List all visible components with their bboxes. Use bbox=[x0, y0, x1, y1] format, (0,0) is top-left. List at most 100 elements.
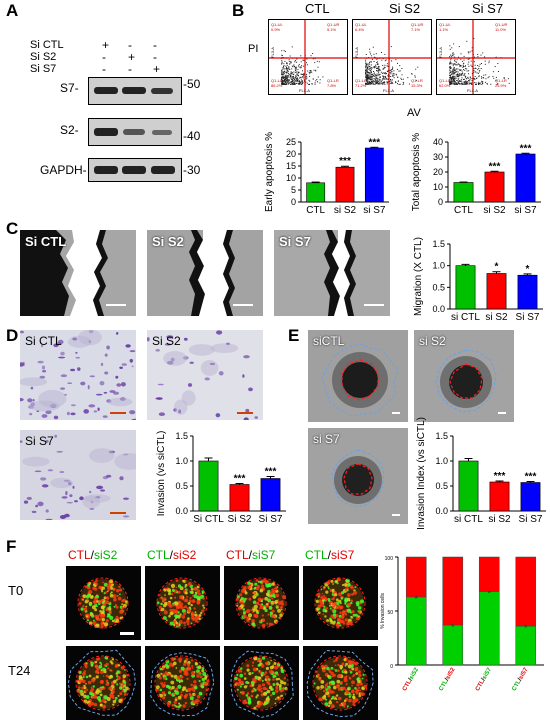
cell bbox=[105, 596, 110, 600]
bar bbox=[486, 273, 507, 310]
cell bbox=[156, 685, 160, 689]
stained-cell bbox=[123, 497, 129, 500]
cell bbox=[357, 615, 360, 618]
spheroid-image-si-s2: si S2 bbox=[414, 330, 514, 422]
cell bbox=[248, 672, 252, 676]
cell bbox=[165, 664, 170, 669]
cell bbox=[177, 584, 182, 588]
cell bbox=[331, 680, 336, 685]
cell bbox=[194, 613, 198, 617]
facs-y-axis: FL3-A bbox=[269, 47, 275, 58]
cell bbox=[337, 617, 342, 622]
cell bbox=[163, 616, 167, 620]
cell bbox=[345, 690, 350, 695]
cell bbox=[156, 673, 161, 678]
membrane-pore-area bbox=[38, 389, 67, 408]
stained-cell bbox=[65, 491, 68, 496]
x-tick-label: si CTL bbox=[454, 514, 483, 525]
cell bbox=[110, 587, 114, 590]
flow-cytometry-plot: Q1-UL 1.1% Q1-UR 11.0% Q1-LL 62.0% Q1-LR 25.9% F… bbox=[436, 19, 516, 95]
cell bbox=[264, 608, 268, 613]
cell bbox=[272, 683, 276, 686]
cell bbox=[196, 695, 201, 699]
cell bbox=[200, 693, 203, 696]
cell bbox=[279, 613, 283, 617]
cell bbox=[173, 661, 177, 666]
cell bbox=[107, 667, 110, 670]
cell bbox=[261, 623, 266, 628]
cell bbox=[95, 670, 99, 674]
cell bbox=[255, 704, 258, 708]
cell bbox=[343, 699, 347, 703]
cell bbox=[160, 607, 165, 612]
cell bbox=[326, 580, 331, 585]
cell bbox=[186, 663, 191, 667]
stained-cell bbox=[80, 381, 86, 386]
cell bbox=[159, 667, 163, 671]
cell bbox=[239, 593, 243, 597]
cell bbox=[348, 698, 352, 703]
quadrant-value: 86.2% bbox=[271, 83, 283, 88]
blot-label-s2: S2- bbox=[60, 123, 79, 137]
cell bbox=[174, 618, 176, 621]
cell bbox=[177, 684, 182, 689]
bar bbox=[489, 481, 510, 512]
cell bbox=[276, 682, 279, 685]
cell bbox=[276, 586, 279, 588]
cell bbox=[103, 670, 107, 674]
cell bbox=[178, 669, 182, 673]
cell bbox=[96, 657, 99, 661]
cell bbox=[270, 659, 272, 662]
y-tick-label: 100 bbox=[385, 556, 394, 562]
cell bbox=[243, 677, 247, 680]
cell bbox=[254, 614, 259, 619]
cell bbox=[327, 704, 331, 708]
cell bbox=[348, 695, 351, 698]
cell bbox=[193, 586, 198, 591]
cell bbox=[260, 687, 263, 690]
cell bbox=[236, 602, 239, 605]
stained-cell bbox=[131, 418, 136, 420]
cell bbox=[333, 660, 336, 663]
cell bbox=[193, 607, 196, 610]
stained-cell bbox=[41, 344, 44, 348]
cell bbox=[337, 604, 341, 609]
cell bbox=[352, 689, 355, 692]
cell bbox=[252, 667, 257, 672]
cell bbox=[259, 580, 263, 584]
cell bbox=[279, 689, 283, 693]
scale-bar bbox=[110, 512, 126, 514]
cell bbox=[161, 684, 166, 688]
cell bbox=[112, 688, 116, 691]
sign: - bbox=[102, 62, 106, 76]
cell bbox=[361, 677, 364, 680]
cell bbox=[274, 702, 277, 705]
flow-cytometry-plot: Q1-UL 6.4% Q1-UR 7.1% Q1-LL 71.2% Q1-LR 15.3% FL… bbox=[352, 19, 432, 95]
significance-marker: * bbox=[495, 262, 499, 273]
panel-label-e: E bbox=[288, 326, 300, 345]
cell bbox=[345, 675, 348, 678]
cell bbox=[182, 579, 185, 582]
cell bbox=[98, 698, 102, 702]
stained-cell bbox=[30, 386, 34, 390]
sign: + bbox=[128, 50, 136, 64]
cell bbox=[89, 603, 92, 607]
cell bbox=[270, 591, 273, 594]
cell bbox=[183, 621, 186, 625]
cell bbox=[189, 693, 192, 697]
cell bbox=[347, 602, 351, 607]
cell bbox=[119, 593, 121, 596]
cell bbox=[85, 675, 89, 679]
cell bbox=[194, 693, 197, 696]
cell bbox=[328, 587, 330, 590]
cell bbox=[190, 622, 193, 625]
quadrant-label: Q1-LL 71.2% bbox=[355, 78, 366, 88]
stained-cell bbox=[166, 335, 174, 339]
cell bbox=[350, 616, 354, 619]
cell bbox=[91, 678, 96, 683]
y-tick-label: 1.0 bbox=[432, 261, 445, 271]
stained-cell bbox=[155, 349, 160, 352]
stained-cell bbox=[121, 363, 127, 366]
stained-cell bbox=[39, 375, 46, 379]
cell bbox=[267, 678, 271, 681]
